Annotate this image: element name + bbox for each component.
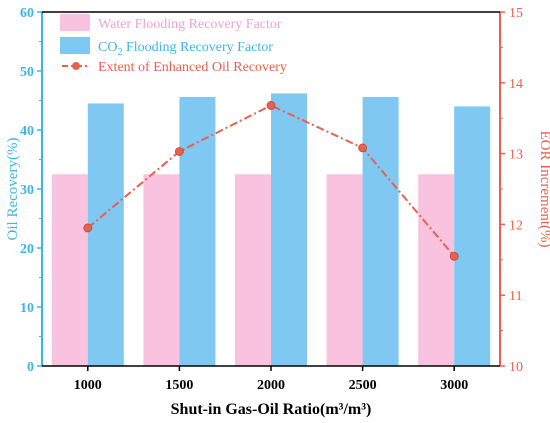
water-flooding-bar [143, 174, 180, 366]
water-flooding-bar [235, 174, 271, 366]
bars-group [51, 93, 491, 367]
left-tick-label: 10 [20, 301, 34, 316]
legend-co2-text-part: CO [98, 40, 117, 55]
x-tick-label: 1000 [74, 378, 102, 393]
x-axis-title: Shut-in Gas-Oil Ratio(m³/m³) [171, 401, 372, 418]
left-axis-title: Oil Recovery(%) [5, 138, 21, 241]
eor-increment-point [174, 147, 184, 156]
eor-increment-point [358, 143, 368, 153]
eor-increment-point [449, 251, 459, 261]
legend-co2-swatch [60, 37, 90, 54]
right-tick-label: 13 [509, 148, 523, 163]
water-flooding-bar [51, 174, 88, 366]
co2-flooding-bar [362, 96, 399, 367]
co2-flooding-bar [454, 106, 491, 367]
left-tick-label: 0 [27, 360, 34, 375]
left-tick-label: 20 [20, 242, 34, 257]
eor-increment-point [83, 223, 93, 233]
left-tick-label: 30 [20, 183, 34, 198]
right-tick-label: 10 [509, 360, 523, 375]
legend-line-marker [72, 62, 80, 70]
legend-water-swatch [60, 14, 90, 31]
left-tick-label: 50 [20, 65, 34, 80]
legend-eor-label: Extent of Enhanced Oil Recovery [98, 60, 287, 75]
legend-co2-text-part: Flooding Recovery Factor [122, 40, 273, 55]
x-tick-label: 2000 [257, 378, 285, 393]
left-tick-label: 60 [20, 6, 34, 21]
water-flooding-bar [418, 174, 455, 366]
right-axis-title: EOR Increment(%) [537, 130, 550, 247]
legend-co2-label: CO2 Flooding Recovery Factor [98, 40, 273, 58]
eor-increment-line [87, 104, 455, 257]
legend: Water Flooding Recovery Factor CO2 Floodi… [60, 14, 287, 75]
x-tick-label: 3000 [440, 378, 468, 393]
co2-flooding-bar [87, 103, 124, 366]
right-tick-label: 11 [509, 289, 522, 304]
right-tick-label: 15 [509, 6, 523, 21]
eor-increment-point [266, 101, 276, 110]
water-flooding-bar [326, 174, 363, 366]
legend-water-label: Water Flooding Recovery Factor [98, 17, 282, 32]
co2-flooding-bar [271, 93, 307, 367]
left-tick-label: 40 [20, 124, 34, 139]
right-tick-label: 14 [509, 77, 523, 92]
legend-co2-subscript: 2 [117, 47, 122, 58]
right-tick-label: 12 [509, 218, 523, 233]
x-tick-label: 1500 [165, 378, 193, 393]
co2-flooding-bar [179, 96, 216, 367]
x-tick-label: 2500 [349, 378, 377, 393]
